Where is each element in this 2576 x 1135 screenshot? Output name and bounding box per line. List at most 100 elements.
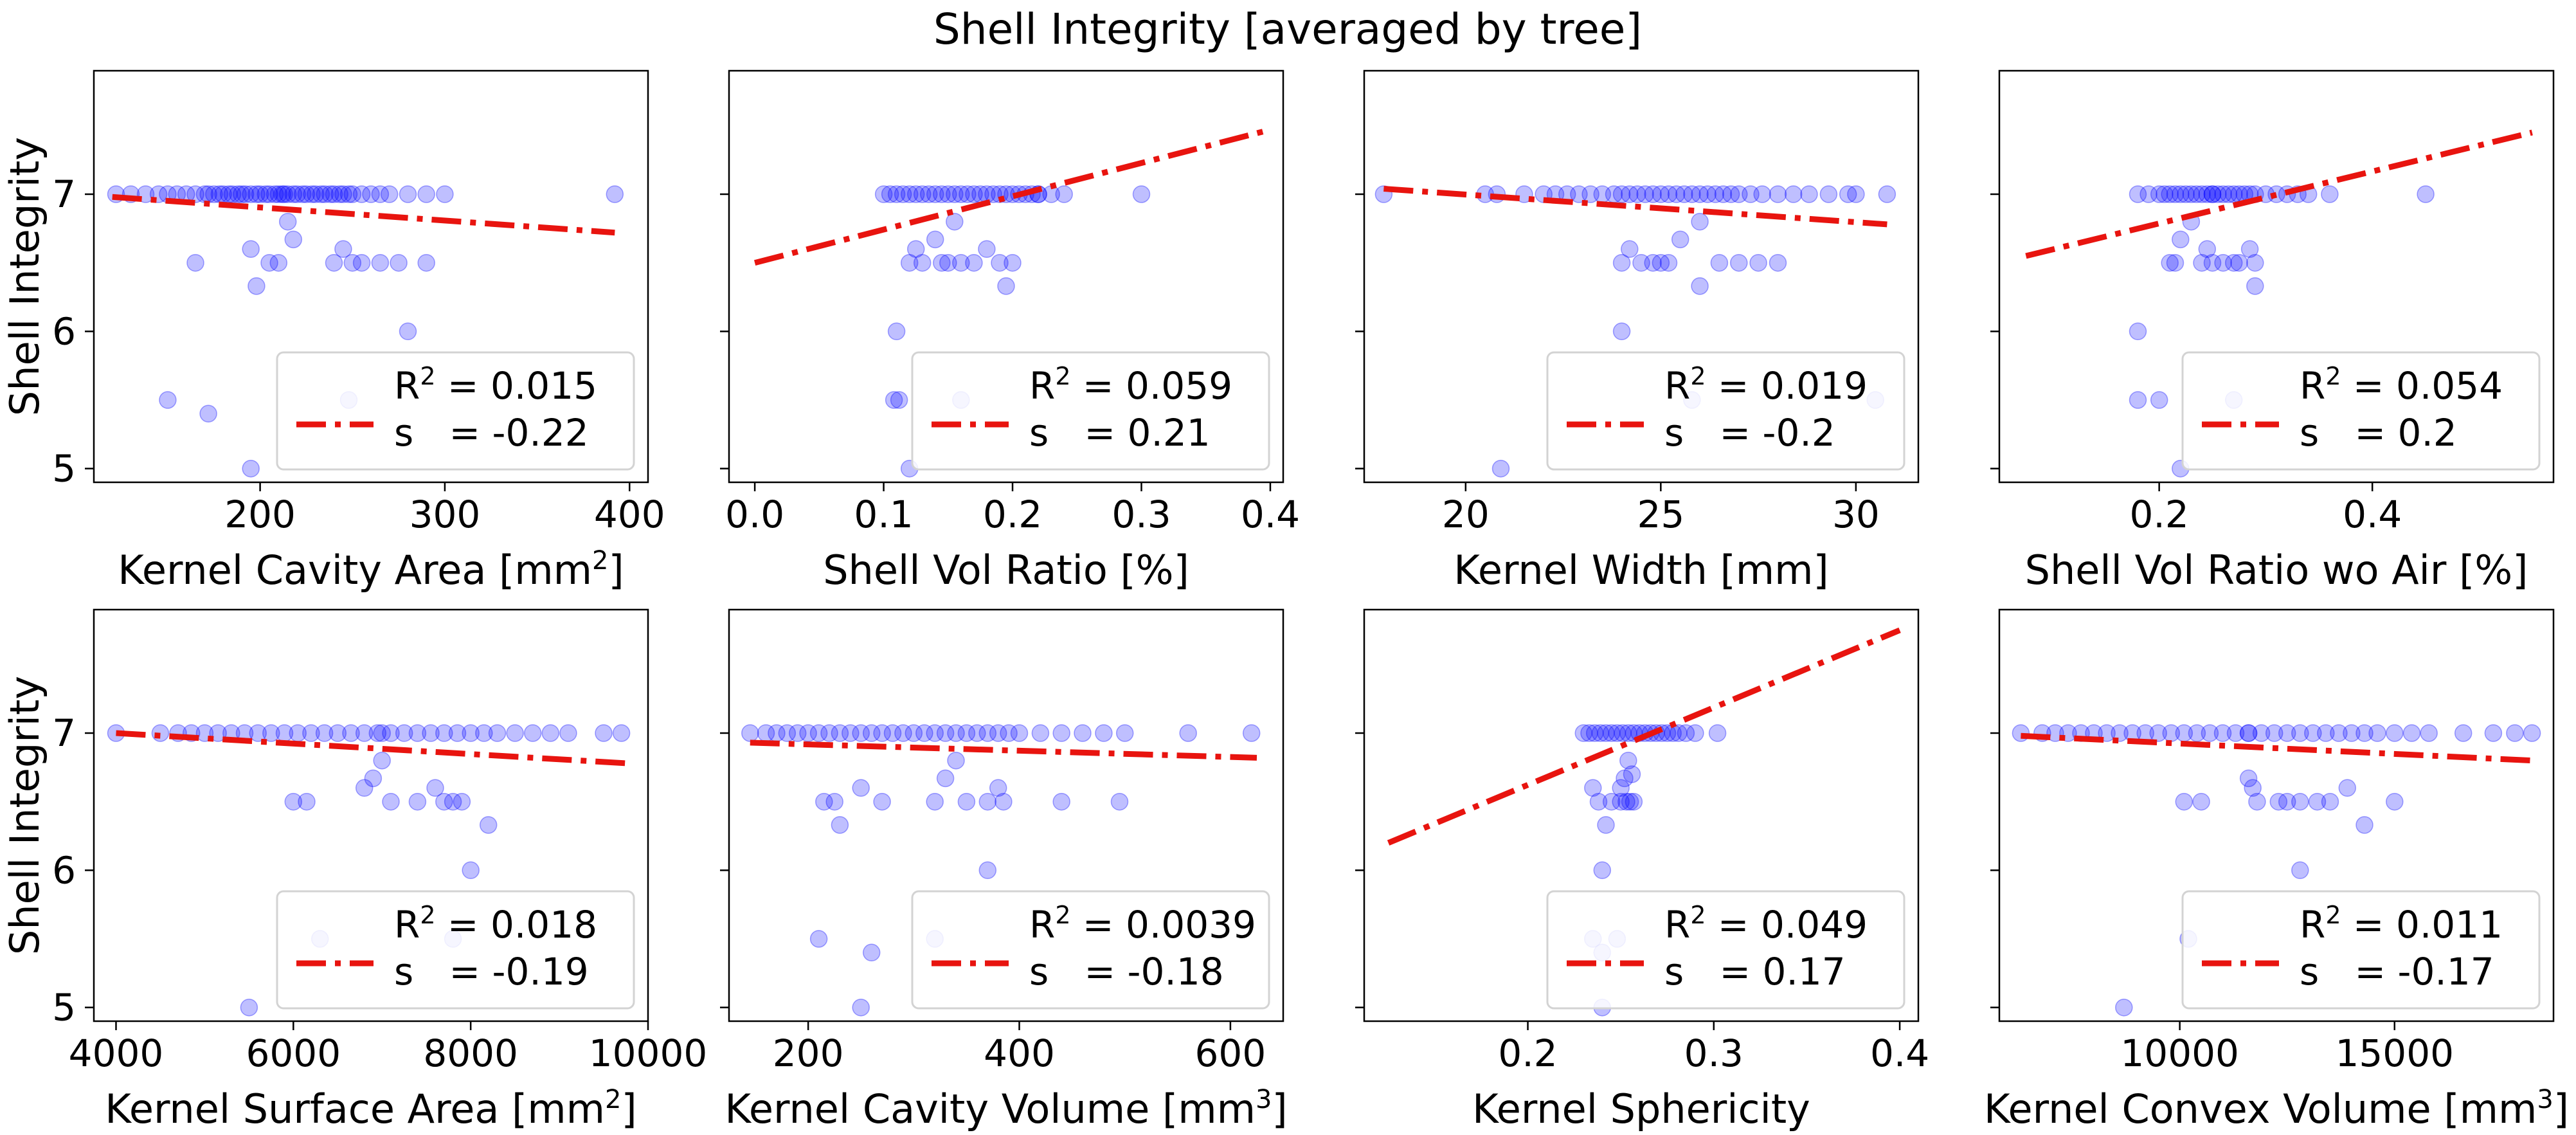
data-point xyxy=(1242,724,1261,742)
data-point xyxy=(2523,724,2541,742)
data-point xyxy=(1584,779,1602,797)
data-point xyxy=(815,792,833,811)
data-point xyxy=(1612,779,1630,797)
data-point xyxy=(159,391,177,409)
data-point xyxy=(887,322,906,341)
data-point xyxy=(1623,765,1641,783)
x-axis-label: Shell Vol Ratio [%] xyxy=(823,547,1189,594)
x-tick-label: 400 xyxy=(984,1031,1055,1075)
y-tick-label: 5 xyxy=(52,447,76,491)
data-point xyxy=(390,253,408,272)
x-tick-label: 300 xyxy=(410,493,481,536)
data-point xyxy=(852,724,870,742)
legend-box xyxy=(276,351,635,471)
data-point xyxy=(2115,998,2133,1017)
axes-frame xyxy=(728,69,1284,484)
data-point xyxy=(462,861,480,880)
data-point xyxy=(288,185,306,203)
data-point xyxy=(989,779,1007,797)
legend-box xyxy=(276,890,635,1010)
plot-area xyxy=(107,185,624,478)
data-point xyxy=(1686,724,1704,742)
data-point xyxy=(1580,724,1598,742)
data-point xyxy=(831,816,849,834)
data-point xyxy=(2172,185,2190,203)
x-tick-label: 600 xyxy=(1195,1031,1266,1075)
data-point xyxy=(894,185,912,203)
legend-r2: R2 = 0.059 xyxy=(1029,362,1232,408)
legend-r2: R2 = 0.049 xyxy=(1664,901,1868,947)
data-point xyxy=(1698,185,1716,203)
data-point xyxy=(926,230,944,249)
x-tick-label: 200 xyxy=(773,1031,844,1075)
data-point xyxy=(1491,459,1510,478)
plot-area xyxy=(1374,185,1896,478)
data-point xyxy=(2187,185,2206,203)
data-point xyxy=(278,212,297,231)
fit-line xyxy=(1383,186,1887,228)
legend-slope: s = -0.18 xyxy=(1029,950,1224,994)
data-point xyxy=(1714,185,1733,203)
data-point xyxy=(933,253,951,272)
data-point xyxy=(883,724,902,742)
data-point xyxy=(462,724,480,742)
data-point xyxy=(978,861,997,880)
data-point xyxy=(209,724,227,742)
fit-line xyxy=(116,730,626,767)
data-point xyxy=(1115,724,1134,742)
data-point xyxy=(321,185,339,203)
data-point xyxy=(242,185,260,203)
data-point xyxy=(373,724,391,742)
data-point xyxy=(242,459,260,478)
legend-r2: R2 = 0.011 xyxy=(2300,901,2503,947)
data-point xyxy=(479,816,498,834)
data-point xyxy=(329,724,347,742)
data-point xyxy=(1619,724,1637,742)
y-tick-label: 5 xyxy=(52,986,76,1030)
data-point xyxy=(606,185,624,203)
fit-line xyxy=(1387,627,1901,846)
data-point xyxy=(2192,792,2210,811)
data-point xyxy=(2150,391,2168,409)
x-tick-label: 15000 xyxy=(2336,1031,2454,1075)
data-point xyxy=(1636,185,1654,203)
data-point xyxy=(2166,185,2184,203)
data-point xyxy=(362,185,380,203)
data-point xyxy=(371,185,390,203)
x-tick-label: 0.4 xyxy=(2343,493,2402,536)
data-point xyxy=(1593,861,1612,880)
data-point xyxy=(1839,185,1857,203)
data-point xyxy=(2172,230,2190,249)
data-point xyxy=(936,724,955,742)
data-point xyxy=(1132,185,1151,203)
data-point xyxy=(2355,724,2373,742)
data-point xyxy=(307,185,325,203)
legend-slope: s = -0.19 xyxy=(394,950,589,994)
data-point xyxy=(260,253,278,272)
data-point xyxy=(334,185,352,203)
data-point xyxy=(2278,724,2296,742)
x-tick-label: 0.4 xyxy=(1870,1031,1929,1075)
plot-area xyxy=(2012,724,2541,1017)
legend-r2: R2 = 0.0039 xyxy=(1029,901,1256,947)
fit-line xyxy=(2025,129,2533,259)
data-point xyxy=(936,769,955,788)
data-point xyxy=(1730,253,1748,272)
x-tick-label: 10000 xyxy=(2120,1031,2239,1075)
data-point xyxy=(939,253,957,272)
data-point xyxy=(2129,391,2147,409)
data-point xyxy=(312,185,330,203)
data-point xyxy=(825,792,843,811)
data-point xyxy=(269,253,288,272)
data-point xyxy=(343,253,362,272)
legend-r2: R2 = 0.015 xyxy=(394,362,597,408)
data-point xyxy=(1632,253,1650,272)
data-point xyxy=(890,391,908,409)
data-point xyxy=(2321,185,2339,203)
data-point xyxy=(1179,724,1197,742)
x-tick-label: 200 xyxy=(224,493,296,536)
data-point xyxy=(284,792,303,811)
data-point xyxy=(2239,724,2258,742)
